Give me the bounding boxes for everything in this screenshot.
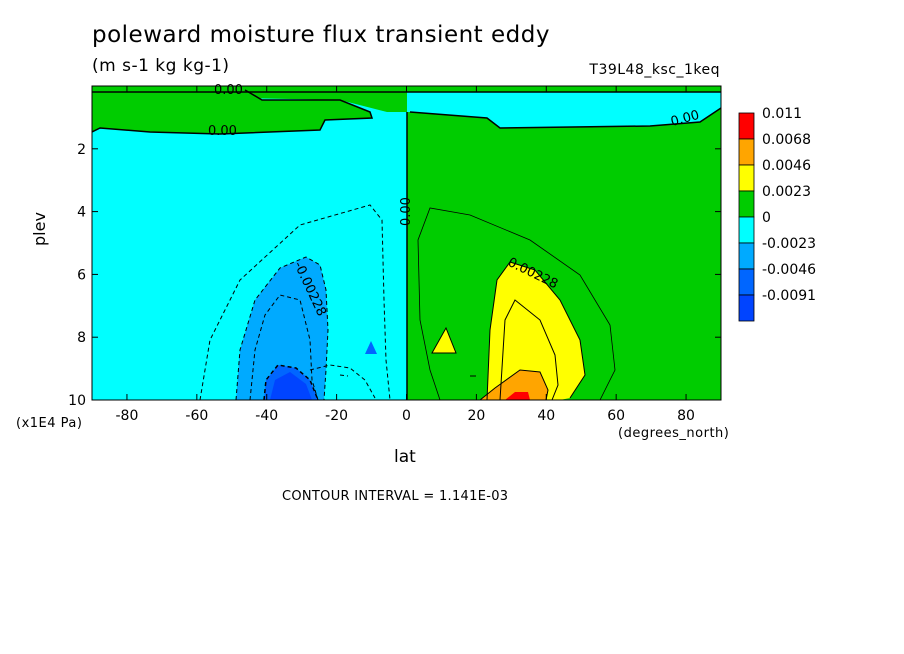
legend-swatch [738, 294, 755, 322]
pos-contour-5 [431, 326, 457, 354]
zero-contour-nh-upper [409, 107, 721, 129]
contour-label: 0.00 [214, 83, 243, 98]
pos-contour-3 [499, 299, 559, 400]
x-tick-label: -60 [185, 408, 208, 424]
contour-label: 0.00 [669, 108, 701, 130]
legend-label: -0.0046 [762, 262, 816, 278]
sh-small-negative [365, 341, 377, 354]
neg-contour-3 [249, 294, 319, 400]
sh-deep-negative-core [270, 372, 312, 400]
legend-label: 0 [762, 210, 771, 226]
legend-swatch [738, 268, 755, 296]
y-axis: 2 4 6 8 10 [68, 142, 721, 409]
x-tick-label: 60 [607, 408, 625, 424]
x-tick-label: 0 [402, 408, 411, 424]
legend-label: -0.0091 [762, 288, 816, 304]
nh-yellow [487, 262, 585, 400]
y-axis-unit: (x1E4 Pa) [16, 416, 83, 431]
y-axis-label: plev [30, 212, 49, 246]
legend-label: 0.0046 [762, 158, 811, 174]
pos-contour-6 [479, 369, 549, 400]
legend-label: 0.011 [762, 106, 802, 122]
x-tick-label: -80 [116, 408, 139, 424]
legend-swatch [738, 242, 755, 270]
legend-label: 0.0068 [762, 132, 811, 148]
neg-contour-4 [263, 364, 319, 400]
y-tick-label: 2 [77, 142, 86, 158]
nh-orange [480, 370, 548, 400]
x-tick-label: 40 [537, 408, 555, 424]
y-tick-label: 8 [77, 330, 86, 346]
pos-contour-1 [417, 207, 616, 400]
contour-label: 0.00 [208, 124, 237, 139]
neg-contour-6 [339, 374, 349, 377]
legend-label: 0.0023 [762, 184, 811, 200]
nh-small-yellow [432, 328, 456, 353]
x-tick-label: -40 [255, 408, 278, 424]
legend-label: -0.0023 [762, 236, 816, 252]
contour-label: 0.00 [399, 197, 414, 226]
legend-swatch [738, 164, 755, 192]
plot-units: (m s-1 kg kg-1) [92, 56, 230, 76]
y-tick-label: 6 [77, 267, 86, 283]
y-tick-label: 10 [68, 393, 86, 409]
sh-mid-negative [236, 257, 328, 400]
legend-swatch [738, 112, 755, 140]
neg-contour-5 [309, 364, 376, 399]
x-axis-unit: (degrees_north) [618, 426, 730, 441]
dataset-name: T39L48_ksc_1keq [589, 62, 720, 78]
y-tick-label: 4 [77, 205, 86, 221]
x-axis: -80 -60 -40 -20 0 20 40 60 80 [116, 86, 695, 424]
x-tick-label: 20 [467, 408, 485, 424]
legend-swatch [738, 190, 755, 218]
legend-swatch [738, 216, 755, 244]
pos-contour-2 [486, 261, 586, 400]
x-axis-label: lat [394, 447, 416, 467]
plot-title: poleward moisture flux transient eddy [92, 22, 550, 48]
neg-contour-2 [235, 256, 329, 400]
legend-swatch [738, 138, 755, 166]
sh-negative-fill [92, 86, 407, 400]
x-tick-label: 80 [677, 408, 695, 424]
neg-contour-1 [199, 204, 391, 400]
color-legend: 0.011 0.0068 0.0046 0.0023 0 -0.0023 -0.0046 -0… [738, 106, 816, 322]
zero-contour-sh-upper [92, 89, 374, 135]
sh-upper-green [92, 86, 372, 134]
contour-interval: CONTOUR INTERVAL = 1.141E-03 [282, 489, 509, 504]
nh-red-core [505, 392, 530, 400]
x-tick-label: -20 [325, 408, 348, 424]
